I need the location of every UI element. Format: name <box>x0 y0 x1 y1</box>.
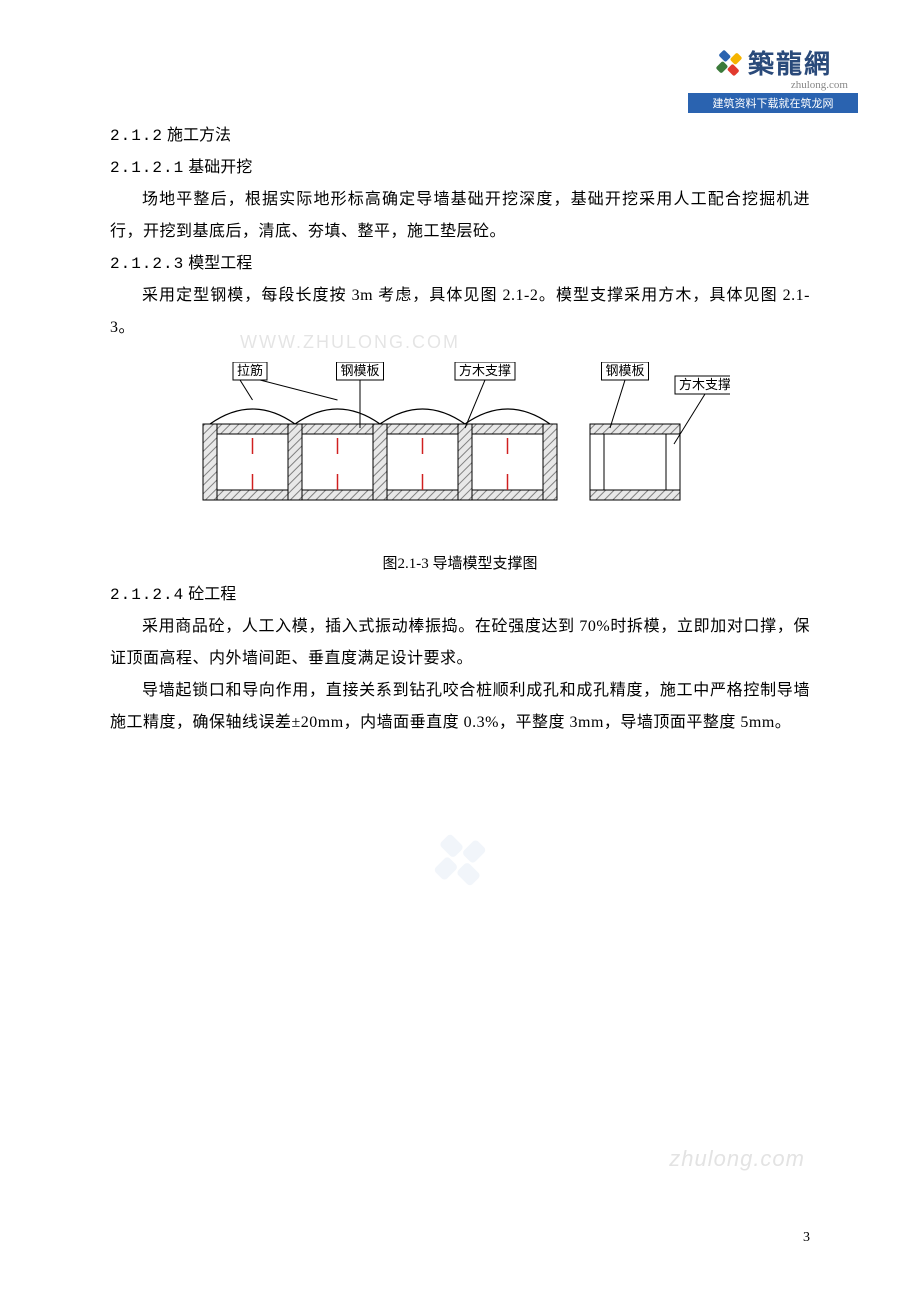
document-page: 築龍網 zhulong.com 建筑资料下载就在筑龙网 WWW.ZHULONG.… <box>0 0 920 1302</box>
heading-2-1-2-4: 2.1.2.4 砼工程 <box>110 579 810 611</box>
watermark-bottom: zhulong.com <box>669 1146 805 1172</box>
paragraph: 导墙起锁口和导向作用，直接关系到钻孔咬合桩顺利成孔和成孔精度，施工中严格控制导墙… <box>110 675 810 739</box>
figure-svg: 拉筋钢模板方木支撑钢模板方木支撑 <box>190 362 730 542</box>
watermark-flower-icon <box>430 830 490 890</box>
svg-text:钢模板: 钢模板 <box>605 363 644 378</box>
heading-title: 施工方法 <box>167 127 231 144</box>
flower-icon <box>714 48 744 78</box>
svg-text:方木支撑: 方木支撑 <box>459 363 511 378</box>
paragraph: 采用商品砼，人工入模，插入式振动棒振捣。在砼强度达到 70%时拆模，立即加对口撑… <box>110 611 810 675</box>
heading-number: 2.1.2.4 <box>110 586 184 604</box>
heading-2-1-2: 2.1.2 施工方法 <box>110 120 810 152</box>
page-number: 3 <box>803 1230 810 1246</box>
svg-text:拉筋: 拉筋 <box>237 363 263 378</box>
paragraph: 场地平整后，根据实际地形标高确定导墙基础开挖深度，基础开挖采用人工配合挖掘机进行… <box>110 184 810 248</box>
heading-number: 2.1.2 <box>110 127 163 145</box>
heading-2-1-2-1: 2.1.2.1 基础开挖 <box>110 152 810 184</box>
svg-text:方木支撑: 方木支撑 <box>679 377 730 392</box>
heading-title: 模型工程 <box>188 255 252 272</box>
logo-tagline: 建筑资料下载就在筑龙网 <box>688 93 858 113</box>
heading-number: 2.1.2.1 <box>110 159 184 177</box>
watermark-line: WWW.ZHULONG.COM <box>240 332 800 353</box>
logo-top-row: 築龍網 <box>688 44 858 81</box>
figure-2-1-3: 拉筋钢模板方木支撑钢模板方木支撑 图2.1-3 导墙模型支撑图 <box>110 362 810 573</box>
logo-brand-text: 築龍網 <box>748 44 832 81</box>
heading-2-1-2-3: 2.1.2.3 模型工程 <box>110 248 810 280</box>
heading-title: 砼工程 <box>188 586 236 603</box>
site-logo: 築龍網 zhulong.com 建筑资料下载就在筑龙网 <box>688 44 858 113</box>
heading-title: 基础开挖 <box>188 159 252 176</box>
svg-text:钢模板: 钢模板 <box>340 363 379 378</box>
figure-caption: 图2.1-3 导墙模型支撑图 <box>110 552 810 573</box>
heading-number: 2.1.2.3 <box>110 255 184 273</box>
document-content: 2.1.2 施工方法 2.1.2.1 基础开挖 场地平整后，根据实际地形标高确定… <box>110 120 810 739</box>
